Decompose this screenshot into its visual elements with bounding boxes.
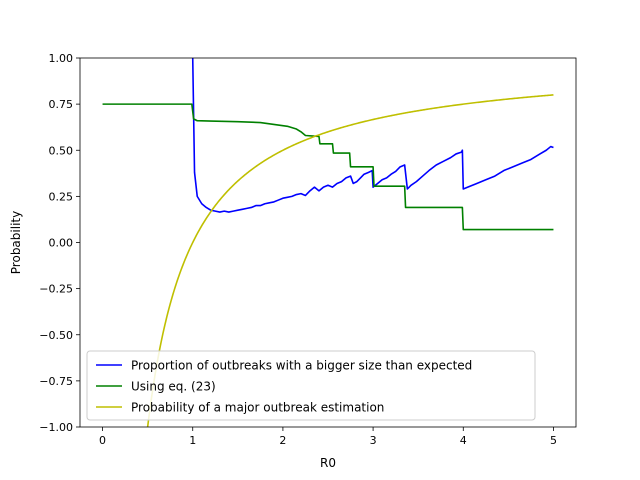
y-tick-label: −1.00 — [39, 421, 73, 434]
legend: Proportion of outbreaks with a bigger si… — [86, 350, 536, 421]
x-tick-label: 1 — [189, 434, 196, 447]
y-axis-label: Probability — [9, 211, 23, 274]
y-tick-label: 0.75 — [49, 98, 74, 111]
y-tick-label: −0.25 — [39, 283, 73, 296]
y-tick-label: −0.75 — [39, 375, 73, 388]
x-tick-label: 5 — [550, 434, 557, 447]
y-tick-label: 0.00 — [49, 237, 74, 250]
series-line-major-outbreak-probability — [146, 94, 554, 427]
legend-label-yellow: Probability of a major outbreak estimati… — [131, 401, 384, 415]
series-line-eq-23 — [102, 103, 554, 231]
x-axis-label: R0 — [320, 456, 336, 470]
y-axis-ticks: −1.00 −0.75 −0.50 −0.25 0.00 0.25 0.50 0.75 1.00 — [39, 52, 80, 434]
legend-box — [86, 350, 536, 421]
y-tick-label: 0.25 — [49, 190, 74, 203]
x-axis-ticks: 0 1 2 3 4 5 — [99, 427, 557, 447]
x-tick-label: 4 — [460, 434, 467, 447]
legend-label-green: Using eq. (23) — [131, 380, 216, 394]
y-tick-label: −0.50 — [39, 329, 73, 342]
series-layer — [102, 58, 554, 427]
legend-label-blue: Proportion of outbreaks with a bigger si… — [131, 359, 472, 373]
x-tick-label: 3 — [370, 434, 377, 447]
y-tick-label: 1.00 — [49, 52, 74, 65]
y-tick-label: 0.50 — [49, 144, 74, 157]
x-tick-label: 0 — [99, 434, 106, 447]
series-line-bigger-size-proportion — [191, 58, 554, 213]
x-tick-label: 2 — [279, 434, 286, 447]
